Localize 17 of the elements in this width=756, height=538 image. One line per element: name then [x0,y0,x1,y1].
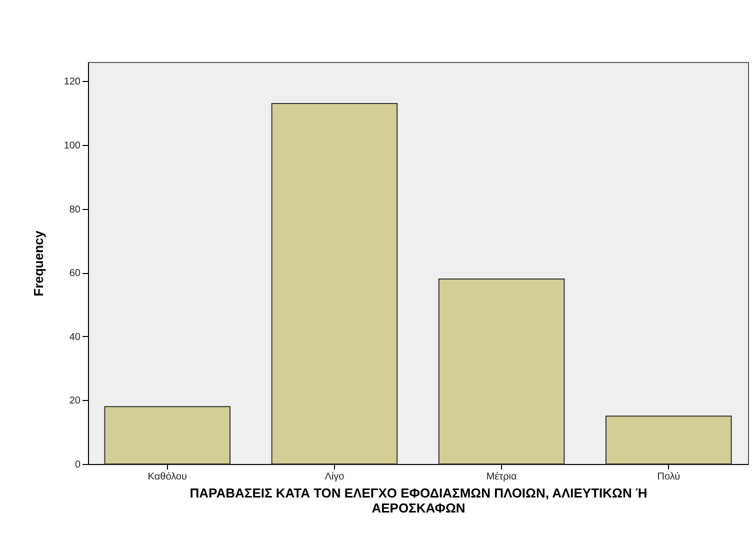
x-tick-label: Λίγο [324,472,345,482]
x-tick-label: Καθόλου [148,472,187,482]
bar [104,406,231,464]
bar [438,278,565,464]
bar [271,102,398,464]
x-tick-label: Μέτρια [486,472,517,482]
y-tick-label: 60 [69,268,81,280]
y-tick-label: 0 [74,460,81,470]
x-axis-title: ΠΑΡΑΒΑΣΕΙΣ ΚΑΤΑ ΤΟΝ ΕΛΕΓΧΟ ΕΦΟΔΙΑΣΜΩΝ ΠΛΟΙΩΝ, ΑΛΙΕΥΤΙΚΩΝ Ή ΑΕΡΟΣΚΑΦΩΝ [190,486,648,516]
y-tick-label: 40 [69,332,81,343]
y-tick-label: 100 [64,140,81,152]
y-tick-label: 20 [69,396,81,407]
y-axis-title: Frequency [30,230,46,296]
x-tick-label: Πολύ [657,472,680,482]
y-tick-label: 120 [64,76,81,88]
y-tick-label: 80 [69,204,81,216]
bar [605,416,732,464]
